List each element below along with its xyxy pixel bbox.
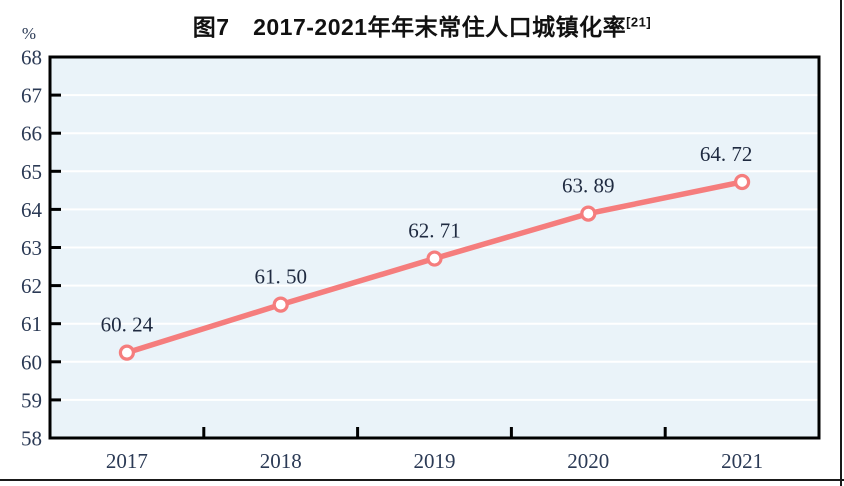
chart-title: 图7 2017-2021年年末常住人口城镇化率[21] [0,8,844,42]
data-point-label: 60. 24 [101,313,154,337]
y-axis-label: 62 [21,274,42,298]
x-axis-label: 2018 [260,449,302,473]
data-point-marker [118,344,136,361]
y-axis-unit-label: % [21,24,37,43]
y-axis-label: 60 [21,350,42,374]
page-border-right [840,0,842,486]
plot-border [48,55,821,440]
data-point-marker [580,205,597,222]
y-axis-label: 66 [21,122,42,146]
data-point-label: 63. 89 [562,174,615,198]
x-axis-label: 2019 [414,449,456,473]
y-axis-label: 63 [21,236,42,260]
x-axis-label: 2020 [567,449,609,473]
y-axis-label: 58 [21,427,42,451]
y-axis-label: 68 [21,46,42,70]
data-point-marker [733,173,751,191]
data-point-label: 64. 72 [700,142,753,166]
data-point-label: 61. 50 [254,265,307,289]
y-axis-label: 67 [21,84,42,108]
data-point-marker [426,250,443,267]
y-axis-label: 59 [21,388,42,412]
page-border-bottom [0,479,844,481]
x-axis-label: 2021 [721,449,763,473]
chart-title-text: 图7 2017-2021年年末常住人口城镇化率 [192,14,627,40]
data-point-marker [272,296,289,313]
data-point-label: 62. 71 [408,219,461,243]
chart-title-superscript: [21] [626,14,652,30]
y-axis-label: 64 [21,198,43,222]
y-axis-label: 61 [21,312,42,336]
x-axis-label: 2017 [106,449,148,473]
y-axis-label: 65 [21,160,42,184]
